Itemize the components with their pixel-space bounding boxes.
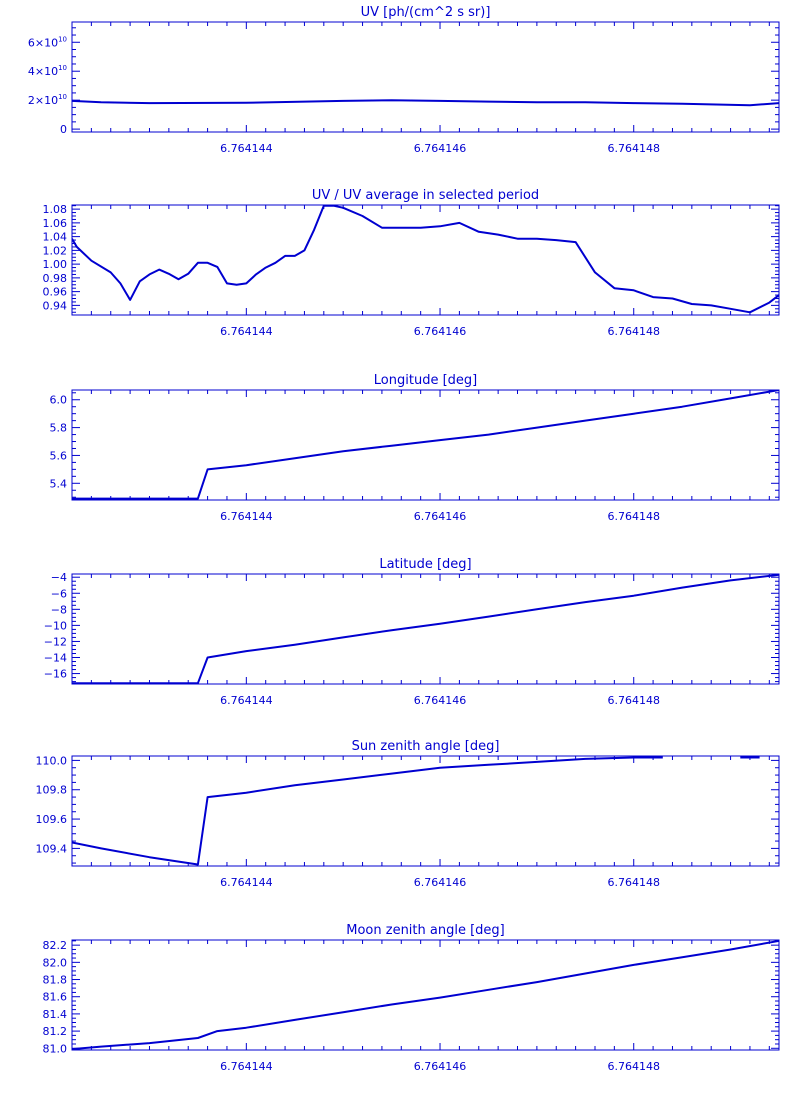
x-tick-label: 6.764146 xyxy=(414,510,467,523)
y-tick-label: 6×1010 xyxy=(28,35,67,49)
y-tick-label: 0.96 xyxy=(43,286,68,299)
y-tick-label: −10 xyxy=(44,619,67,632)
chart-panel-4: Latitude [deg] 6.764144 6.764146 6.764148 −1… xyxy=(44,557,780,707)
x-tick-label: 6.764144 xyxy=(220,876,273,889)
y-tick-label: 5.4 xyxy=(50,477,68,490)
y-tick-label: −16 xyxy=(44,668,67,681)
chart-title: UV [ph/(cm^2 s sr)] xyxy=(361,5,491,20)
plot-frame xyxy=(71,21,780,133)
x-tick-label: 6.764148 xyxy=(607,142,660,155)
y-tick-label: 2×1010 xyxy=(28,93,67,107)
y-tick-label: 81.6 xyxy=(43,991,68,1004)
y-tick-label: 5.8 xyxy=(50,422,68,435)
y-tick-label: 0.98 xyxy=(43,272,68,285)
y-tick-label: 6.0 xyxy=(50,394,68,407)
x-tick-label: 6.764148 xyxy=(607,510,660,523)
x-tick-label: 6.764144 xyxy=(220,142,273,155)
x-tick-label: 6.764144 xyxy=(220,694,273,707)
chart-panel-6: Moon zenith angle [deg] 6.764144 6.764146 6… xyxy=(43,923,780,1073)
plot-frame xyxy=(71,204,780,316)
y-tick-label: 5.6 xyxy=(50,449,68,462)
y-tick-label: 82.2 xyxy=(43,939,68,952)
y-tick-exponent: 10 xyxy=(58,64,67,72)
chart-panel-1: UV [ph/(cm^2 s sr)] 6.764144 6.764146 6.764… xyxy=(28,5,780,155)
x-tick-label: 6.764148 xyxy=(607,1060,660,1073)
chart-title: Moon zenith angle [deg] xyxy=(346,923,504,938)
y-tick-label: 1.08 xyxy=(43,203,68,216)
plot-frame xyxy=(71,755,780,867)
chart-title: Sun zenith angle [deg] xyxy=(352,739,500,754)
x-tick-label: 6.764146 xyxy=(414,876,467,889)
y-tick-label: −8 xyxy=(51,603,67,616)
y-tick-exponent: 10 xyxy=(58,35,67,43)
x-tick-label: 6.764146 xyxy=(414,142,467,155)
series-line-1 xyxy=(72,940,779,1050)
y-tick-mantissa: 2×10 xyxy=(28,94,58,107)
y-tick-label: 0 xyxy=(60,123,67,136)
y-tick-label: 1.02 xyxy=(43,244,68,257)
x-tick-label: 6.764146 xyxy=(414,325,467,338)
chart-panel-5: Sun zenith angle [deg] 6.764144 6.764146 6.… xyxy=(36,739,780,889)
y-tick-label: −14 xyxy=(44,652,67,665)
x-tick-label: 6.764146 xyxy=(414,1060,467,1073)
y-tick-label: 1.04 xyxy=(43,231,68,244)
y-tick-label: 109.8 xyxy=(36,784,68,797)
y-tick-label: 0.94 xyxy=(43,299,68,312)
plot-frame xyxy=(71,939,780,1051)
series-line-1 xyxy=(72,756,663,866)
x-tick-label: 6.764144 xyxy=(220,1060,273,1073)
y-tick-label: 1.06 xyxy=(43,217,68,230)
y-tick-exponent: 10 xyxy=(58,93,67,101)
series-line-1 xyxy=(72,99,779,107)
x-tick-label: 6.764146 xyxy=(414,694,467,707)
y-tick-label: −6 xyxy=(51,587,67,600)
series-line-1 xyxy=(72,574,779,684)
x-tick-label: 6.764148 xyxy=(607,876,660,889)
y-tick-label: 82.0 xyxy=(43,956,68,969)
y-tick-label: 81.0 xyxy=(43,1042,68,1055)
x-tick-label: 6.764148 xyxy=(607,694,660,707)
y-tick-label: −4 xyxy=(51,571,67,584)
chart-title: UV / UV average in selected period xyxy=(312,188,539,203)
y-tick-label: 81.4 xyxy=(43,1008,68,1021)
series-line-1 xyxy=(72,390,779,500)
y-tick-label: 81.2 xyxy=(43,1025,68,1038)
y-tick-label: 1.00 xyxy=(43,258,68,271)
y-tick-mantissa: 4×10 xyxy=(28,65,58,78)
y-tick-label: −12 xyxy=(44,635,67,648)
chart-panel-2: UV / UV average in selected period 6.7641… xyxy=(43,188,780,338)
y-tick-mantissa: 6×10 xyxy=(28,36,58,49)
chart-title: Latitude [deg] xyxy=(379,557,471,572)
chart-panel-3: Longitude [deg] 6.764144 6.764146 6.764148 5… xyxy=(50,373,780,523)
y-tick-label: 110.0 xyxy=(36,754,68,767)
x-tick-label: 6.764144 xyxy=(220,325,273,338)
y-tick-label: 109.4 xyxy=(36,842,68,855)
y-tick-label: 4×1010 xyxy=(28,64,67,78)
x-tick-label: 6.764148 xyxy=(607,325,660,338)
y-tick-label: 109.6 xyxy=(36,813,68,826)
y-tick-label: 81.8 xyxy=(43,974,68,987)
chart-title: Longitude [deg] xyxy=(374,373,477,388)
y-tick-mantissa: 0 xyxy=(60,123,67,136)
x-tick-label: 6.764144 xyxy=(220,510,273,523)
plot-frame xyxy=(71,389,780,501)
